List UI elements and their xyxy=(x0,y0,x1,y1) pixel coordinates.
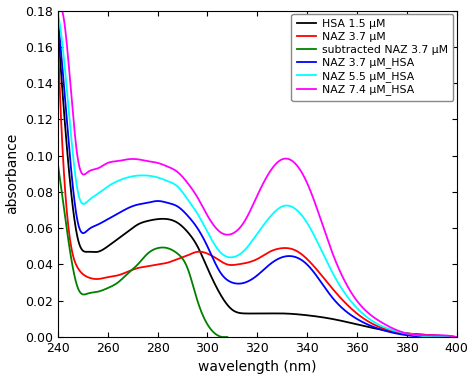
NAZ 5.5 μM_HSA xyxy=(297,211,303,215)
HSA 1.5 μM xyxy=(80,248,85,252)
NAZ 3.7 μM xyxy=(454,335,459,339)
NAZ 5.5 μM_HSA xyxy=(309,229,315,233)
HSA 1.5 μM xyxy=(55,27,61,31)
HSA 1.5 μM xyxy=(454,335,459,339)
subtracted NAZ 3.7 μM xyxy=(183,263,189,268)
NAZ 3.7 μM_HSA xyxy=(398,332,404,337)
NAZ 7.4 μM_HSA xyxy=(55,12,61,16)
NAZ 3.7 μM_HSA xyxy=(80,231,85,235)
X-axis label: wavelength (nm): wavelength (nm) xyxy=(198,361,317,374)
NAZ 3.7 μM_HSA xyxy=(297,257,303,261)
NAZ 5.5 μM_HSA xyxy=(429,335,435,339)
NAZ 3.7 μM xyxy=(398,330,404,335)
subtracted NAZ 3.7 μM xyxy=(225,335,230,339)
NAZ 3.7 μM xyxy=(309,262,315,266)
NAZ 3.7 μM_HSA xyxy=(357,318,363,323)
NAZ 7.4 μM_HSA xyxy=(287,157,293,162)
subtracted NAZ 3.7 μM xyxy=(65,238,71,242)
Line: NAZ 7.4 μM_HSA: NAZ 7.4 μM_HSA xyxy=(58,7,456,337)
subtracted NAZ 3.7 μM xyxy=(163,245,169,250)
HSA 1.5 μM xyxy=(357,323,363,328)
HSA 1.5 μM xyxy=(398,331,404,335)
NAZ 3.7 μM xyxy=(287,246,292,251)
Line: HSA 1.5 μM: HSA 1.5 μM xyxy=(58,29,456,337)
NAZ 7.4 μM_HSA xyxy=(80,172,86,177)
NAZ 3.7 μM xyxy=(297,251,303,255)
Line: NAZ 3.7 μM_HSA: NAZ 3.7 μM_HSA xyxy=(58,20,456,337)
Line: NAZ 5.5 μM_HSA: NAZ 5.5 μM_HSA xyxy=(58,14,456,337)
NAZ 5.5 μM_HSA xyxy=(287,204,292,208)
NAZ 5.5 μM_HSA xyxy=(357,309,363,314)
NAZ 7.4 μM_HSA xyxy=(298,168,303,173)
NAZ 3.7 μM xyxy=(357,314,363,318)
NAZ 7.4 μM_HSA xyxy=(310,193,315,198)
subtracted NAZ 3.7 μM xyxy=(158,245,164,250)
NAZ 3.7 μM_HSA xyxy=(429,335,435,339)
NAZ 3.7 μM_HSA xyxy=(454,335,459,339)
Legend: HSA 1.5 μM, NAZ 3.7 μM, subtracted NAZ 3.7 μM, NAZ 3.7 μM_HSA, NAZ 5.5 μM_HSA, N: HSA 1.5 μM, NAZ 3.7 μM, subtracted NAZ 3… xyxy=(292,14,453,101)
Line: subtracted NAZ 3.7 μM: subtracted NAZ 3.7 μM xyxy=(58,165,228,337)
subtracted NAZ 3.7 μM xyxy=(154,246,159,251)
NAZ 3.7 μM_HSA xyxy=(309,268,315,272)
NAZ 7.4 μM_HSA xyxy=(399,330,404,334)
NAZ 5.5 μM_HSA xyxy=(80,201,85,206)
NAZ 5.5 μM_HSA xyxy=(55,12,61,16)
NAZ 7.4 μM_HSA xyxy=(358,303,364,308)
NAZ 3.7 μM xyxy=(55,39,61,44)
HSA 1.5 μM xyxy=(287,312,292,316)
NAZ 5.5 μM_HSA xyxy=(398,330,404,334)
Y-axis label: absorbance: absorbance xyxy=(6,133,19,214)
NAZ 3.7 μM xyxy=(80,271,85,276)
NAZ 7.4 μM_HSA xyxy=(58,5,64,9)
subtracted NAZ 3.7 μM xyxy=(219,335,225,339)
NAZ 3.7 μM_HSA xyxy=(287,254,292,258)
NAZ 5.5 μM_HSA xyxy=(454,335,459,339)
NAZ 7.4 μM_HSA xyxy=(454,335,459,339)
subtracted NAZ 3.7 μM xyxy=(201,315,207,320)
NAZ 3.7 μM_HSA xyxy=(55,17,61,22)
subtracted NAZ 3.7 μM xyxy=(55,162,61,167)
HSA 1.5 μM xyxy=(297,312,303,317)
Line: NAZ 3.7 μM: NAZ 3.7 μM xyxy=(58,41,456,337)
HSA 1.5 μM xyxy=(309,314,315,318)
